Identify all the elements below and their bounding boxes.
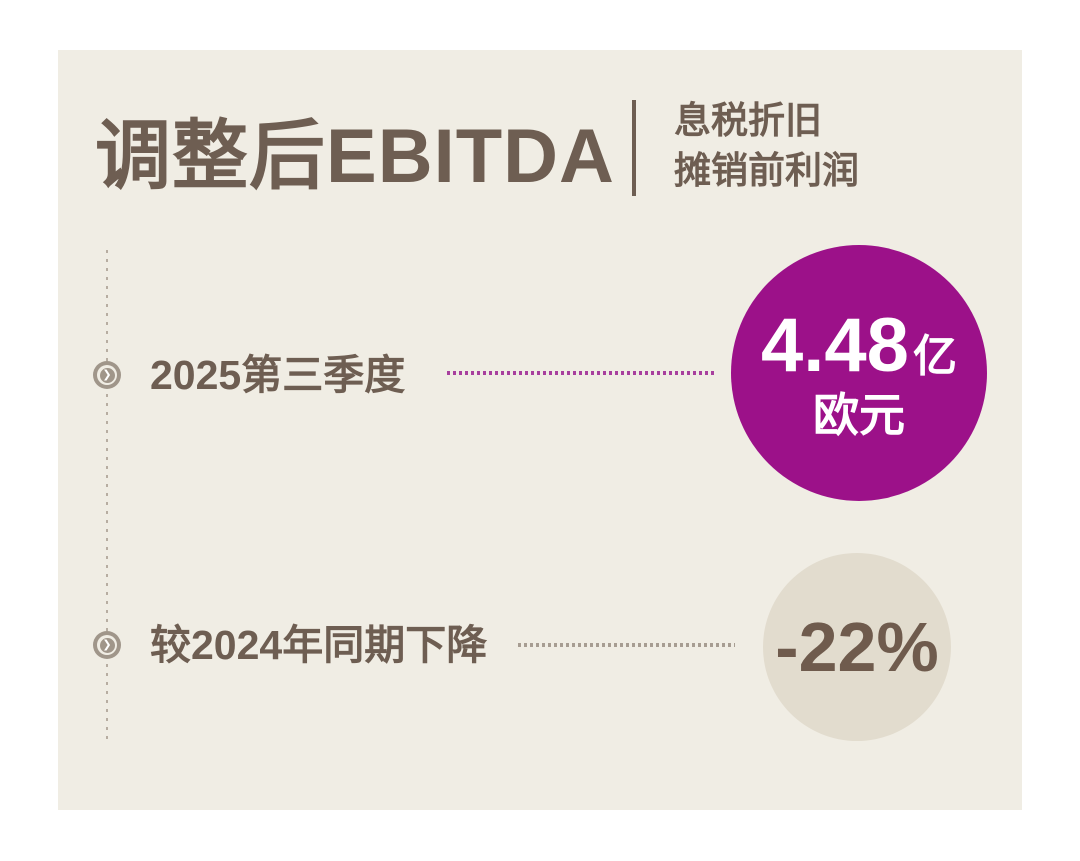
dotted-leader-line-gray [518, 643, 735, 647]
yoy-percentage-value: -22% [775, 608, 939, 686]
timeline-dotted-line [106, 250, 108, 745]
subtitle: 息税折旧 摊销前利润 [674, 96, 859, 196]
row-label-q3-2025: 2025第三季度 [150, 352, 406, 398]
value-line: 4.48 亿 [761, 308, 957, 384]
bullet-core: ❯ [99, 637, 115, 653]
value-currency: 欧元 [813, 389, 905, 441]
dotted-leader-line-purple [447, 371, 715, 375]
bullet-core: ❯ [99, 367, 115, 383]
subtitle-line-2: 摊销前利润 [674, 150, 859, 191]
value-circle-purple: 4.48 亿 欧元 [731, 245, 987, 501]
timeline-bullet-1: ❯ [93, 361, 121, 389]
chevron-right-icon: ❯ [102, 368, 112, 381]
page-title: 调整后EBITDA [95, 114, 615, 199]
chevron-right-icon: ❯ [102, 638, 112, 651]
bullet-ring: ❯ [97, 635, 117, 655]
subtitle-line-1: 息税折旧 [674, 100, 822, 141]
bullet-ring: ❯ [97, 365, 117, 385]
title-divider [632, 100, 636, 196]
value-amount: 4.48 [761, 303, 909, 388]
value-unit: 亿 [912, 332, 957, 381]
row-label-yoy-decline: 较2024年同期下降 [150, 622, 488, 668]
value-circle-beige: -22% [763, 553, 951, 741]
timeline-bullet-2: ❯ [93, 631, 121, 659]
ebitda-card: 调整后EBITDA 息税折旧 摊销前利润 ❯ ❯ 2025第三季度 4.48 亿… [58, 50, 1022, 810]
